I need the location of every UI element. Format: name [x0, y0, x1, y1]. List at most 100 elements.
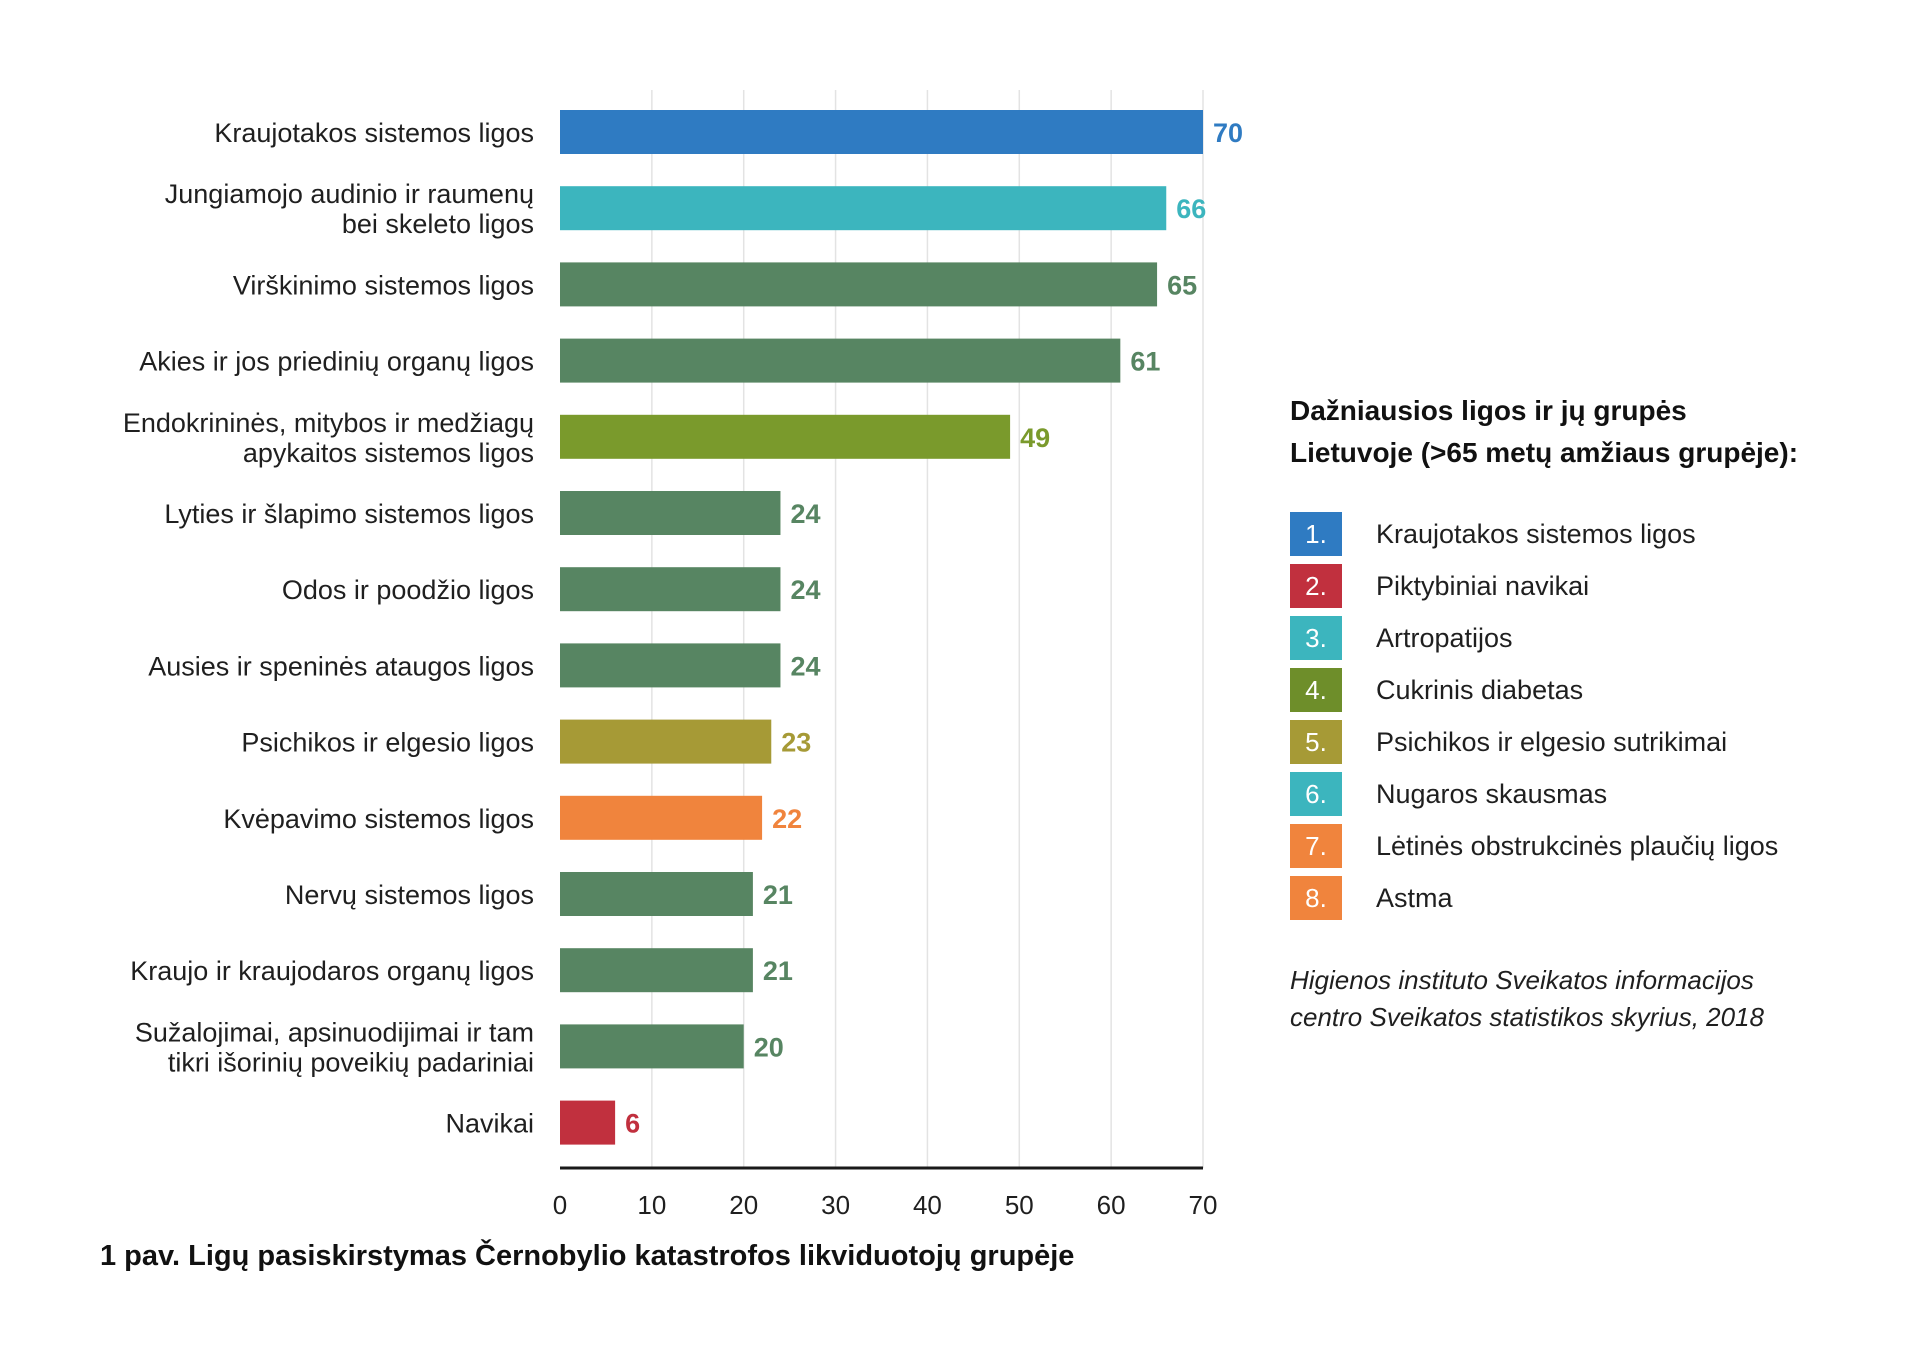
bars [560, 110, 1203, 1145]
value-label: 24 [790, 575, 820, 605]
bar [560, 1024, 744, 1069]
category-label: Ausies ir speninės ataugos ligos [148, 651, 534, 681]
category-label-line: Kraujotakos sistemos ligos [214, 118, 534, 148]
x-tick-label: 60 [1097, 1190, 1126, 1220]
legend-number-swatch: 5. [1290, 720, 1342, 764]
source-note: Higienos instituto Sveikatos informacijo… [1290, 962, 1890, 1036]
legend-item: 5. Psichikos ir elgesio sutrikimai [1290, 716, 1890, 768]
value-label: 23 [781, 728, 811, 758]
legend-label: Cukrinis diabetas [1376, 674, 1584, 705]
legend-number-swatch: 1. [1290, 512, 1342, 556]
x-tick-labels: 0 10 20 30 40 50 60 70 [553, 1190, 1218, 1220]
x-tick-label: 10 [637, 1190, 666, 1220]
legend-label: Kraujotakos sistemos ligos [1376, 518, 1696, 549]
bar [560, 719, 772, 764]
bar [560, 262, 1158, 307]
x-tick-label: 70 [1189, 1190, 1218, 1220]
category-label: Jungiamojo audinio ir raumenų bei skeleto… [165, 179, 534, 239]
category-label-line: Ausies ir speninės ataugos ligos [148, 651, 534, 681]
category-label-line: Odos ir poodžio ligos [282, 575, 534, 605]
legend-title-line-2: Lietuvoje (>65 metų amžiaus grupėje): [1290, 437, 1799, 468]
value-label: 66 [1176, 194, 1206, 224]
bar [560, 567, 781, 612]
x-tick-label: 0 [553, 1190, 567, 1220]
category-label: Kraujotakos sistemos ligos [214, 118, 534, 148]
value-label: 61 [1130, 347, 1160, 377]
legend-item: 4. Cukrinis diabetas [1290, 664, 1890, 716]
legend-number-swatch: 7. [1290, 824, 1342, 868]
category-label-line: Lyties ir šlapimo sistemos ligos [164, 499, 534, 529]
value-label: 24 [790, 651, 820, 681]
category-label: Sužalojimai, apsinuodijimai ir tam tikri … [135, 1017, 534, 1077]
value-label: 65 [1167, 270, 1197, 300]
bar [560, 795, 763, 840]
category-label: Virškinimo sistemos ligos [233, 270, 534, 300]
category-label: Lyties ir šlapimo sistemos ligos [164, 499, 534, 529]
bar [560, 186, 1167, 231]
category-label-line: bei skeleto ligos [342, 209, 534, 239]
category-label: Endokrininės, mitybos ir medžiagų apykait… [123, 408, 534, 468]
bar [560, 872, 753, 916]
chart-caption: 1 pav. Ligų pasiskirstymas Černobylio ka… [100, 1240, 1075, 1272]
legend-title-line-1: Dažniausios ligos ir jų grupės [1290, 395, 1687, 426]
category-label-line: Navikai [445, 1109, 534, 1139]
category-labels: Kraujotakos sistemos ligos Jungiamojo aud… [123, 118, 534, 1139]
category-label-line: Sužalojimai, apsinuodijimai ir tam [135, 1017, 534, 1047]
legend-label: Lėtinės obstrukcinės plaučių ligos [1376, 830, 1779, 861]
value-label: 49 [1020, 423, 1050, 453]
category-label-line: Kvėpavimo sistemos ligos [223, 804, 534, 834]
value-label: 21 [763, 956, 793, 986]
bar [560, 643, 781, 688]
category-label-line: Endokrininės, mitybos ir medžiagų [123, 408, 534, 438]
value-label: 21 [763, 880, 793, 910]
legend-number-swatch: 3. [1290, 616, 1342, 660]
x-tick-label: 30 [821, 1190, 850, 1220]
legend-label: Artropatijos [1376, 622, 1513, 653]
category-label: Nervų sistemos ligos [285, 880, 534, 910]
legend-list: 1. Kraujotakos sistemos ligos 2. Piktybinia… [1290, 508, 1890, 924]
x-tick-label: 40 [913, 1190, 942, 1220]
category-label-line: Akies ir jos priedinių organų ligos [139, 347, 534, 377]
legend-item: 6. Nugaros skausmas [1290, 768, 1890, 820]
category-label: Akies ir jos priedinių organų ligos [139, 347, 534, 377]
legend-item: 1. Kraujotakos sistemos ligos [1290, 508, 1890, 560]
value-label: 22 [772, 804, 802, 834]
legend-number-swatch: 8. [1290, 876, 1342, 920]
source-line-1: Higienos instituto Sveikatos informacijo… [1290, 965, 1754, 995]
legend-item: 3. Artropatijos [1290, 612, 1890, 664]
grid-lines [651, 90, 1204, 1168]
category-label: Navikai [445, 1109, 534, 1139]
legend-label: Astma [1376, 882, 1453, 913]
legend: Dažniausios ligos ir jų grupės Lietuvoje… [1290, 390, 1890, 1036]
x-tick-label: 20 [729, 1190, 758, 1220]
legend-number-swatch: 4. [1290, 668, 1342, 712]
legend-item: 2. Piktybiniai navikai [1290, 560, 1890, 612]
category-label-line: Nervų sistemos ligos [285, 880, 534, 910]
category-label: Kvėpavimo sistemos ligos [223, 804, 534, 834]
category-label-line: tikri išorinių poveikių padariniai [168, 1047, 534, 1077]
value-label: 20 [754, 1032, 784, 1062]
category-label-line: Kraujo ir kraujodaros organų ligos [130, 956, 534, 986]
category-label: Kraujo ir kraujodaros organų ligos [130, 956, 534, 986]
bar [560, 110, 1203, 154]
bar [560, 414, 1011, 459]
category-label: Psichikos ir elgesio ligos [241, 728, 534, 758]
bar-chart: Kraujotakos sistemos ligos Jungiamojo aud… [123, 90, 1243, 1220]
category-label-line: apykaitos sistemos ligos [243, 438, 534, 468]
category-label-line: Jungiamojo audinio ir raumenų [165, 179, 534, 209]
value-labels: 70 66 65 61 49 24 24 24 23 22 21 21 20 6 [625, 118, 1243, 1139]
legend-number-swatch: 2. [1290, 564, 1342, 608]
category-label: Odos ir poodžio ligos [282, 575, 534, 605]
bar [560, 1100, 616, 1145]
category-label-line: Psichikos ir elgesio ligos [241, 728, 534, 758]
bar [560, 948, 753, 993]
legend-title: Dažniausios ligos ir jų grupės Lietuvoje… [1290, 390, 1850, 474]
bar [560, 491, 781, 535]
legend-number-swatch: 6. [1290, 772, 1342, 816]
bar [560, 338, 1121, 383]
legend-item: 8. Astma [1290, 872, 1890, 924]
x-tick-label: 50 [1005, 1190, 1034, 1220]
value-label: 24 [790, 499, 820, 529]
value-label: 70 [1213, 118, 1243, 148]
legend-label: Psichikos ir elgesio sutrikimai [1376, 726, 1728, 757]
